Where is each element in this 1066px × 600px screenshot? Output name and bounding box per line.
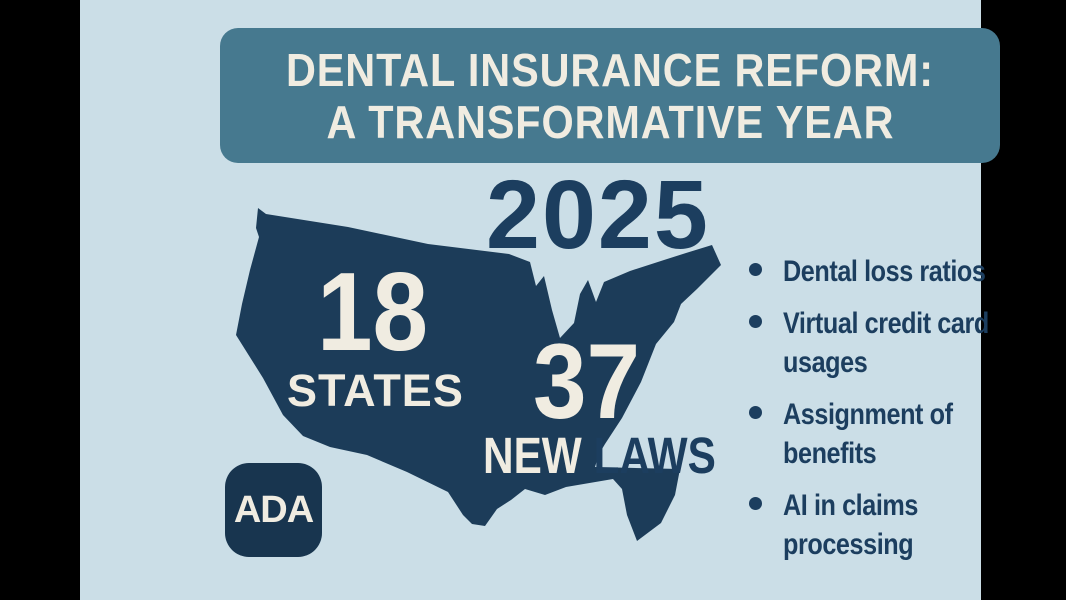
header-title-line1: DENTAL INSURANCE REFORM:	[286, 43, 934, 96]
bullet-dot-icon	[749, 263, 762, 276]
laws-label-new: NEW	[483, 427, 594, 484]
usa-map-path	[236, 208, 721, 541]
laws-label-laws: LAWS	[593, 427, 716, 484]
list-item-text: Dental loss ratios	[783, 255, 986, 288]
bullet-dot-icon	[749, 497, 762, 510]
list-item: Virtual credit card usages	[746, 304, 1066, 382]
states-count: 18	[317, 250, 429, 374]
laws-label: NEW LAWS	[483, 430, 716, 481]
list-item: Assignment of benefits	[746, 395, 1066, 473]
year-label: 2025	[486, 160, 710, 269]
infographic-canvas: DENTAL INSURANCE REFORM: A TRANSFORMATIV…	[80, 0, 1000, 600]
list-item-text: AI in claims processing	[783, 489, 919, 561]
states-label: STATES	[287, 365, 464, 416]
list-item-text: Assignment of benefits	[783, 398, 953, 470]
list-item-text: Virtual credit card usages	[783, 307, 989, 379]
usa-map-icon	[236, 208, 721, 541]
list-item: Dental loss ratios	[746, 252, 1066, 291]
topics-list: Dental loss ratios Virtual credit card u…	[746, 252, 1066, 577]
list-item: AI in claims processing	[746, 486, 1066, 564]
laws-count: 37	[533, 321, 641, 441]
ada-logo-text: ADA	[233, 488, 314, 531]
header-title-line2: A TRANSFORMATIVE YEAR	[326, 95, 894, 148]
header-banner: DENTAL INSURANCE REFORM: A TRANSFORMATIV…	[220, 28, 1000, 163]
bullet-dot-icon	[749, 315, 762, 328]
ada-logo: ADA	[225, 463, 322, 557]
bullet-dot-icon	[749, 406, 762, 419]
